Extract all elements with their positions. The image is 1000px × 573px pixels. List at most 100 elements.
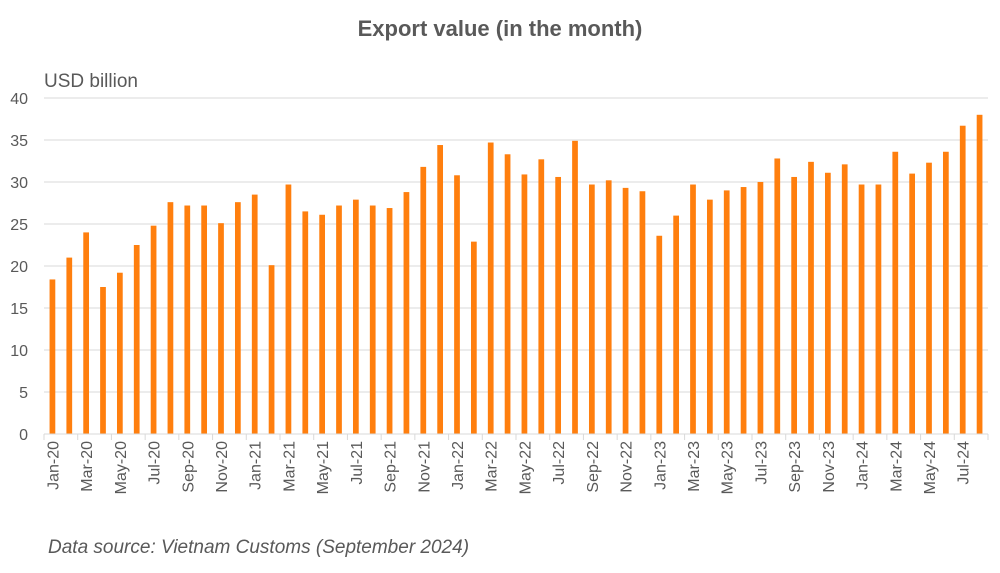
bar-may-21 <box>319 214 326 434</box>
bar-jun-22 <box>538 159 545 434</box>
bar-nov-22 <box>622 187 629 434</box>
x-tick-label: Jul-21 <box>349 441 366 485</box>
bar-jan-22 <box>454 175 460 434</box>
y-tick-label: 0 <box>19 427 28 444</box>
bar-nov-21 <box>420 166 427 434</box>
y-tick-label: 20 <box>10 259 28 276</box>
bar-feb-22 <box>470 241 477 434</box>
bar-jan-21 <box>251 194 258 434</box>
x-tick-label: Mar-23 <box>686 441 703 492</box>
bar-oct-22 <box>605 180 612 434</box>
bar-jul-21 <box>352 199 359 434</box>
bar-may-24 <box>926 162 932 434</box>
x-tick-label: Sep-22 <box>585 441 602 493</box>
bar-apr-23 <box>706 199 713 434</box>
x-tick-label: May-23 <box>720 441 737 494</box>
bar-mar-20 <box>83 232 90 434</box>
x-tick-label: Sep-21 <box>383 441 400 493</box>
y-tick-label: 25 <box>10 217 28 234</box>
bar-dec-20 <box>234 202 241 434</box>
bar-dec-23 <box>841 164 848 435</box>
bar-apr-24 <box>909 173 916 434</box>
bar-feb-23 <box>673 215 680 434</box>
x-tick-label: Jan-22 <box>450 441 467 490</box>
x-tick-label: Mar-20 <box>79 441 96 492</box>
bar-may-23 <box>723 190 730 434</box>
bar-jul-24 <box>959 125 966 434</box>
bar-feb-20 <box>66 257 73 434</box>
x-tick-label: Jan-20 <box>45 441 62 490</box>
y-tick-label: 30 <box>10 175 28 192</box>
y-tick-label: 35 <box>10 133 28 150</box>
bar-mar-21 <box>285 184 292 434</box>
bar-jun-23 <box>740 187 747 434</box>
x-tick-label: May-22 <box>517 441 534 494</box>
x-axis: Jan-20 Mar-20 May-20 Jul-20 Sep-20 Nov-20 Jan-… <box>43 433 989 494</box>
bar-oct-20 <box>201 205 208 434</box>
bar-sep-20 <box>184 205 191 434</box>
bar-jun-21 <box>336 205 342 434</box>
x-tick-label: Mar-24 <box>888 441 905 492</box>
x-tick-label: May-20 <box>113 441 130 494</box>
bar-aug-24 <box>976 114 983 435</box>
x-tick-label: Nov-23 <box>821 441 838 493</box>
bar-feb-21 <box>268 265 275 434</box>
x-tick-label: Nov-21 <box>416 441 433 493</box>
x-tick-label: Jan-21 <box>248 441 265 490</box>
bar-aug-23 <box>774 158 781 435</box>
bar-mar-23 <box>690 184 696 434</box>
source-note: Data source: Vietnam Customs (September … <box>48 537 470 558</box>
bar-mar-24 <box>892 151 899 434</box>
bar-apr-20 <box>100 287 106 434</box>
x-tick-label: May-21 <box>315 441 332 494</box>
bar-jan-23 <box>656 235 663 434</box>
bar-may-20 <box>116 272 123 434</box>
bar-jul-23 <box>757 182 764 434</box>
bar-apr-22 <box>504 154 511 434</box>
bar-nov-23 <box>824 172 831 434</box>
y-axis-unit-label: USD billion <box>44 71 138 92</box>
bar-sep-21 <box>386 208 393 434</box>
bar-dec-22 <box>639 191 646 434</box>
bar-jan-20 <box>49 279 56 434</box>
y-axis: 0 5 10 15 20 25 30 35 40 <box>10 91 28 444</box>
x-tick-label: Jan-23 <box>652 441 669 490</box>
bar-jul-20 <box>150 225 157 434</box>
bar-dec-21 <box>437 145 444 435</box>
bar-oct-23 <box>808 161 814 434</box>
y-tick-label: 10 <box>10 343 28 360</box>
x-tick-label: Jan-24 <box>855 441 872 490</box>
bar-jul-22 <box>555 176 562 434</box>
bar-aug-22 <box>572 140 578 434</box>
bar-jan-24 <box>858 184 865 434</box>
x-tick-label: Mar-22 <box>484 441 501 492</box>
y-tick-label: 15 <box>10 301 28 318</box>
bar-oct-21 <box>403 192 410 434</box>
x-tick-label: Jul-22 <box>551 441 568 485</box>
bar-aug-20 <box>167 202 174 434</box>
x-tick-label: Nov-20 <box>214 441 231 493</box>
x-tick-label: May-24 <box>922 441 939 494</box>
x-tick-label: Jul-24 <box>956 441 973 485</box>
x-tick-label: Mar-21 <box>281 441 298 492</box>
y-tick-label: 40 <box>10 91 28 108</box>
bar-sep-23 <box>791 176 798 434</box>
bar-apr-21 <box>302 211 309 434</box>
chart-title: Export value (in the month) <box>357 16 643 41</box>
y-tick-label: 5 <box>19 385 28 402</box>
bar-jun-20 <box>133 245 140 434</box>
bar-sep-22 <box>588 184 595 434</box>
bar-may-22 <box>521 174 528 434</box>
bar-mar-22 <box>487 142 494 434</box>
x-tick-label: Sep-20 <box>180 441 197 493</box>
bar-aug-21 <box>369 205 376 434</box>
bars-group <box>49 114 983 435</box>
x-tick-label: Jul-20 <box>147 441 164 485</box>
x-tick-label: Nov-22 <box>619 441 636 493</box>
x-tick-label: Jul-23 <box>753 441 770 485</box>
bar-jun-24 <box>942 151 949 434</box>
x-tick-label: Sep-23 <box>787 441 804 493</box>
bar-feb-24 <box>875 184 882 434</box>
